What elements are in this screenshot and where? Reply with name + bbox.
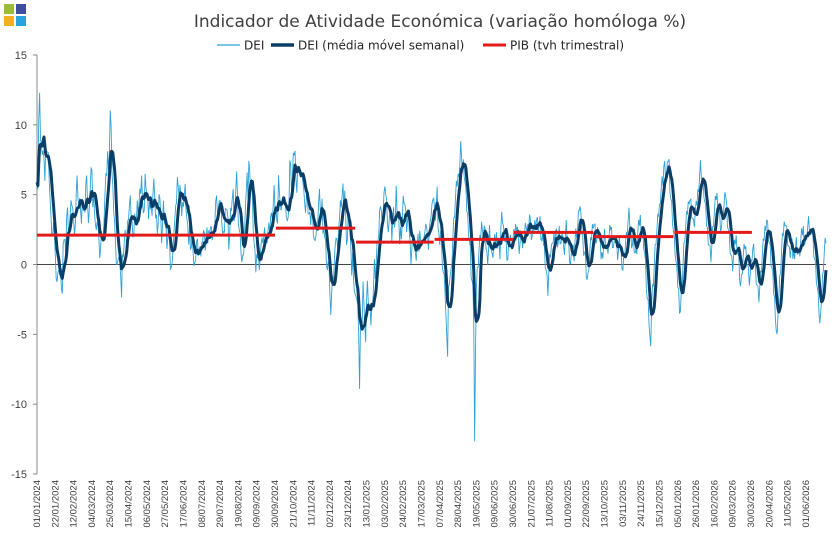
x-tick-label: 09/06/2025: [490, 480, 501, 528]
y-tick-label: 10: [15, 120, 27, 132]
x-tick-label: 02/12/2024: [325, 480, 336, 528]
x-tick-label: 30/06/2025: [508, 480, 519, 528]
plot-area: [35, 92, 828, 442]
x-tick-label: 29/07/2024: [215, 480, 226, 528]
x-tick-label: 09/09/2024: [252, 480, 263, 528]
x-tick-label: 01/01/2024: [32, 480, 43, 528]
x-tick-label: 30/09/2024: [270, 480, 281, 528]
legend-label-dei-ma: DEI (média móvel semanal): [298, 39, 464, 53]
x-tick-label: 24/11/2025: [636, 480, 647, 527]
x-tick-label: 01/06/2026: [801, 480, 812, 528]
x-tick-label: 17/03/2025: [416, 480, 427, 528]
x-tick-label: 16/02/2026: [709, 480, 720, 528]
x-tick-label: 13/01/2025: [362, 480, 373, 528]
x-tick-label: 03/02/2025: [380, 480, 391, 528]
y-tick-label: 15: [15, 50, 27, 62]
x-axis: 01/01/2024 22/01/2024 12/02/2024 04/03/2024…: [32, 264, 826, 528]
x-tick-label: 01/09/2025: [563, 480, 574, 528]
x-tick-label: 11/11/2024: [307, 480, 318, 526]
x-tick-label: 19/08/2024: [233, 480, 244, 528]
x-tick-label: 28/04/2025: [453, 480, 464, 528]
x-tick-label: 03/11/2025: [618, 480, 629, 527]
x-tick-label: 24/02/2025: [398, 480, 409, 528]
x-tick-label: 17/06/2024: [178, 480, 189, 528]
x-tick-label: 30/03/2026: [746, 480, 757, 528]
chart-title: Indicador de Atividade Económica (variaç…: [194, 12, 686, 32]
x-tick-label: 13/10/2025: [600, 480, 611, 528]
x-tick-label: 11/05/2026: [783, 480, 794, 527]
x-tick-label: 22/01/2024: [50, 480, 61, 528]
logo-icon: [4, 4, 26, 26]
legend: DEI DEI (média móvel semanal) PIB (tvh t…: [217, 39, 624, 53]
x-tick-label: 08/07/2024: [197, 480, 208, 528]
series-line-dei-ma: [35, 135, 828, 331]
x-tick-label: 11/08/2025: [545, 480, 556, 527]
x-tick-label: 19/05/2025: [471, 480, 482, 528]
x-tick-label: 22/09/2025: [581, 480, 592, 528]
x-tick-label: 09/03/2026: [728, 480, 739, 528]
y-tick-label: -10: [11, 399, 27, 411]
y-tick-label: -5: [17, 329, 27, 341]
legend-label-pib: PIB (tvh trimestral): [510, 39, 624, 53]
x-tick-label: 15/04/2024: [124, 480, 135, 528]
series-line-dei: [36, 92, 827, 442]
x-tick-label: 27/05/2024: [160, 480, 171, 528]
x-tick-label: 05/01/2026: [673, 480, 684, 528]
legend-label-dei: DEI: [244, 39, 264, 53]
x-tick-label: 06/05/2024: [142, 480, 153, 528]
x-tick-label: 07/04/2025: [435, 480, 446, 528]
x-tick-label: 25/03/2024: [105, 480, 116, 528]
y-tick-label: 0: [21, 260, 27, 272]
x-tick-label: 12/02/2024: [69, 480, 80, 528]
x-tick-label: 21/10/2024: [288, 480, 299, 528]
x-tick-label: 04/03/2024: [87, 480, 98, 528]
x-tick-label: 23/12/2024: [343, 480, 354, 528]
x-tick-label: 20/04/2026: [764, 480, 775, 528]
y-tick-label: -15: [11, 469, 27, 481]
x-tick-label: 21/07/2025: [526, 480, 537, 528]
x-tick-label: 26/01/2026: [691, 480, 702, 528]
y-tick-label: 5: [21, 190, 27, 202]
x-tick-label: 15/12/2025: [654, 480, 665, 528]
y-axis: -15 -10 -5 0 5 10 15: [11, 50, 38, 481]
